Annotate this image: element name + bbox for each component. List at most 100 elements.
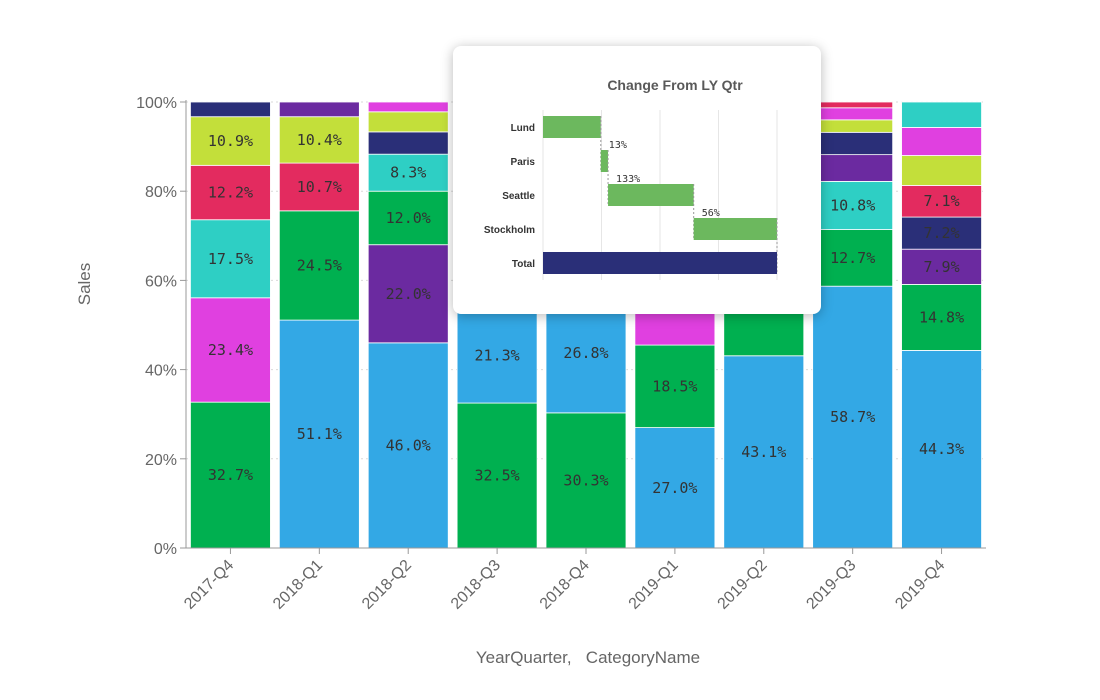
waterfall-data-label: 56% xyxy=(702,208,720,219)
bar-segment[interactable] xyxy=(634,308,716,346)
segment-data-label: 43.1% xyxy=(741,443,786,461)
waterfall-bar[interactable] xyxy=(600,150,609,172)
segment-data-label: 17.5% xyxy=(208,250,253,268)
x-tick-label: 2019-Q3 xyxy=(803,557,859,613)
segment-data-label: 7.9% xyxy=(923,258,959,276)
bar-segment[interactable] xyxy=(901,101,982,128)
bar-segment[interactable] xyxy=(456,307,538,404)
bar-segment[interactable] xyxy=(901,127,982,156)
x-tick-label: 2017-Q4 xyxy=(181,557,237,613)
bar-segment[interactable] xyxy=(456,402,538,549)
y-tick-label: 80% xyxy=(145,184,177,201)
segment-data-label: 32.7% xyxy=(208,466,253,484)
bar-segment[interactable] xyxy=(190,219,271,299)
bar-segment[interactable] xyxy=(278,319,360,549)
segment-data-label: 10.4% xyxy=(297,131,342,149)
bar-segment[interactable] xyxy=(367,101,449,113)
x-axis-ticks: 2017-Q4 2018-Q1 2018-Q2 2018-Q3 2018-Q4 2019-… xyxy=(181,548,948,613)
x-tick-label: 2019-Q2 xyxy=(715,557,771,613)
bar-segment[interactable] xyxy=(812,101,894,109)
waterfall-category-label: Lund xyxy=(511,123,535,134)
bar-segment[interactable] xyxy=(278,101,360,118)
waterfall-bar[interactable] xyxy=(543,252,777,274)
bar-segment[interactable] xyxy=(367,131,449,155)
bar-segment[interactable] xyxy=(901,185,982,218)
bar-segment[interactable] xyxy=(367,342,449,549)
segment-data-label: 44.3% xyxy=(919,440,964,458)
x-tick-label: 2018-Q3 xyxy=(448,557,504,613)
bar-segment[interactable] xyxy=(190,297,271,403)
y-tick-label: 20% xyxy=(145,452,177,469)
segment-data-label: 24.5% xyxy=(297,256,342,274)
segment-data-label: 12.2% xyxy=(208,184,253,202)
waterfall-title: Change From LY Qtr xyxy=(607,77,743,93)
bar-segment[interactable] xyxy=(812,285,894,549)
bar-segment[interactable] xyxy=(812,107,894,121)
x-tick-label: 2018-Q2 xyxy=(359,557,415,613)
waterfall-category-label: Stockholm xyxy=(484,225,535,236)
segment-data-label: 14.8% xyxy=(919,308,964,326)
waterfall-category-label: Seattle xyxy=(502,191,535,202)
waterfall-tooltip-popup: Change From LY Qtr Lund Paris Seattle Stock… xyxy=(453,46,821,314)
chart-data-labels: 32.7% 23.4% 17.5% 12.2% 10.9% 51.1% 24.5% 10.7%… xyxy=(208,131,964,497)
bar-segment[interactable] xyxy=(278,162,360,212)
y-axis-title: Sales xyxy=(75,263,94,306)
segment-data-label: 10.8% xyxy=(830,196,875,214)
segment-data-label: 12.0% xyxy=(386,209,431,227)
segment-data-label: 32.5% xyxy=(475,467,520,485)
bar-segment[interactable] xyxy=(278,210,360,321)
waterfall-bar[interactable] xyxy=(693,218,777,240)
segment-data-label: 8.3% xyxy=(390,164,426,182)
waterfall-data-label: 13% xyxy=(609,140,627,151)
bar-segment[interactable] xyxy=(901,216,982,250)
bar-segment[interactable] xyxy=(901,155,982,186)
bar-segment[interactable] xyxy=(634,344,716,428)
y-tick-label: 40% xyxy=(145,363,177,380)
segment-data-label: 7.2% xyxy=(923,224,959,242)
x-tick-label: 2019-Q4 xyxy=(892,557,948,613)
waterfall-category-labels: Lund Paris Seattle Stockholm Total xyxy=(484,123,536,270)
waterfall-data-label: 133% xyxy=(616,174,640,185)
bar-segment[interactable] xyxy=(901,248,982,285)
waterfall-bars xyxy=(543,116,778,274)
waterfall-bar[interactable] xyxy=(608,184,694,206)
bar-segment[interactable] xyxy=(812,119,894,133)
bar-segment[interactable] xyxy=(545,412,627,549)
y-tick-label: 100% xyxy=(136,95,177,112)
bar-segment[interactable] xyxy=(367,244,449,344)
x-axis-title: YearQuarter, CategoryName xyxy=(476,648,700,667)
segment-data-label: 30.3% xyxy=(563,471,608,489)
segment-data-label: 10.9% xyxy=(208,132,253,150)
bar-segment[interactable] xyxy=(190,101,271,118)
bar-segment[interactable] xyxy=(723,355,805,549)
x-tick-label: 2019-Q1 xyxy=(626,557,682,613)
segment-data-label: 51.1% xyxy=(297,425,342,443)
segment-data-label: 12.7% xyxy=(830,249,875,267)
segment-data-label: 22.0% xyxy=(386,285,431,303)
bar-segment[interactable] xyxy=(812,131,894,156)
waterfall-category-label: Paris xyxy=(511,157,536,168)
segment-data-label: 58.7% xyxy=(830,408,875,426)
segment-data-label: 7.1% xyxy=(923,192,959,210)
segment-data-label: 27.0% xyxy=(652,479,697,497)
segment-data-label: 46.0% xyxy=(386,436,431,454)
segment-data-label: 26.8% xyxy=(563,344,608,362)
waterfall-chart: Change From LY Qtr Lund Paris Seattle Stock… xyxy=(484,77,778,280)
bar-segment[interactable] xyxy=(367,111,449,133)
bar-segment[interactable] xyxy=(367,153,449,192)
waterfall-data-labels: 13% 133% 56% xyxy=(609,140,720,219)
waterfall-category-label: Total xyxy=(512,259,535,270)
bar-segment[interactable] xyxy=(190,401,271,549)
waterfall-bar[interactable] xyxy=(543,116,601,138)
y-axis-ticks: 0% 20% 40% 60% 80% 100% xyxy=(136,95,186,558)
bar-segment[interactable] xyxy=(812,154,894,182)
x-tick-label: 2018-Q1 xyxy=(270,557,326,613)
segment-data-label: 18.5% xyxy=(652,377,697,395)
bar-segment[interactable] xyxy=(901,284,982,351)
segment-data-label: 23.4% xyxy=(208,341,253,359)
bar-segment[interactable] xyxy=(367,190,449,246)
segment-data-label: 10.7% xyxy=(297,178,342,196)
segment-data-label: 21.3% xyxy=(475,347,520,365)
y-tick-label: 0% xyxy=(154,541,177,558)
x-tick-label: 2018-Q4 xyxy=(537,557,593,613)
